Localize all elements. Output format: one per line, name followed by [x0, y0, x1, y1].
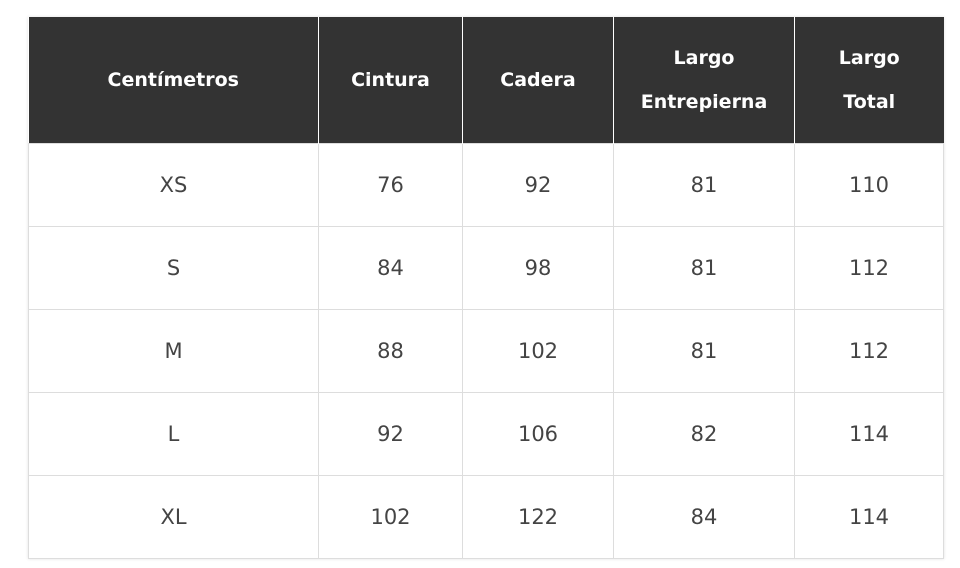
measure-cell: 110 [794, 143, 944, 227]
measure-cell: 114 [794, 392, 944, 476]
measure-cell: 102 [318, 475, 463, 559]
table-row: S 84 98 81 112 [28, 226, 944, 310]
header-cell: Cadera [462, 17, 614, 144]
header-cell: Centímetros [28, 17, 319, 144]
measure-cell: 112 [794, 226, 944, 310]
header-row: Centímetros Cintura Cadera Largo Entrepiern… [28, 17, 944, 144]
header-cell: Largo Entrepierna [613, 17, 795, 144]
header-cell: Largo Total [794, 17, 944, 144]
size-table-container: Centímetros Cintura Cadera Largo Entrepiern… [28, 17, 944, 559]
table-row: M 88 102 81 112 [28, 309, 944, 393]
measure-cell: 81 [613, 309, 795, 393]
measure-cell: 122 [462, 475, 614, 559]
table-row: L 92 106 82 114 [28, 392, 944, 476]
measure-cell: 102 [462, 309, 614, 393]
measure-cell: 82 [613, 392, 795, 476]
measure-cell: 76 [318, 143, 463, 227]
measure-cell: 84 [613, 475, 795, 559]
size-cell: S [28, 226, 319, 310]
size-cell: XL [28, 475, 319, 559]
measure-cell: 81 [613, 226, 795, 310]
size-cell: L [28, 392, 319, 476]
measure-cell: 81 [613, 143, 795, 227]
measure-cell: 106 [462, 392, 614, 476]
measure-cell: 88 [318, 309, 463, 393]
measure-cell: 98 [462, 226, 614, 310]
measure-cell: 92 [462, 143, 614, 227]
table-row: XL 102 122 84 114 [28, 475, 944, 559]
measure-cell: 114 [794, 475, 944, 559]
header-cell: Cintura [318, 17, 463, 144]
measure-cell: 112 [794, 309, 944, 393]
table-row: XS 76 92 81 110 [28, 143, 944, 227]
table-body: XS 76 92 81 110 S 84 98 81 112 M 88 102 81 112 L 92 106 82… [28, 143, 944, 559]
size-cell: XS [28, 143, 319, 227]
size-table: Centímetros Cintura Cadera Largo Entrepiern… [28, 17, 944, 559]
measure-cell: 84 [318, 226, 463, 310]
measure-cell: 92 [318, 392, 463, 476]
size-cell: M [28, 309, 319, 393]
